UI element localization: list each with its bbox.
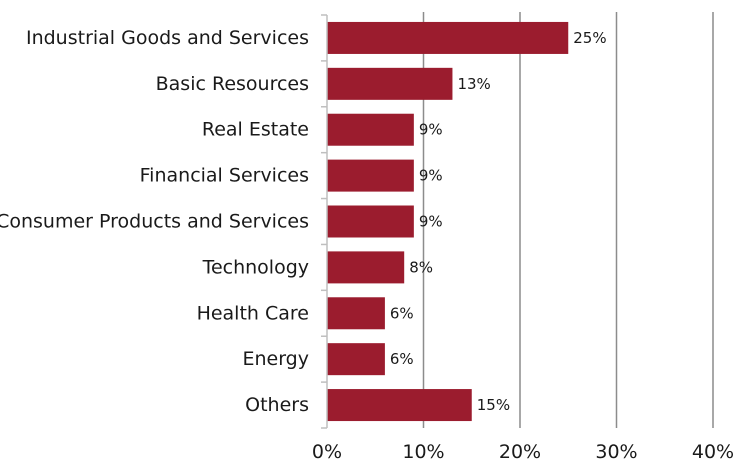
x-tick-label-0: 0% (312, 441, 342, 463)
data-label-8: 15% (477, 396, 510, 414)
data-label-1: 13% (457, 75, 490, 93)
x-tick-label-4: 40% (692, 441, 734, 463)
bar-8 (327, 389, 472, 422)
bar-2 (327, 113, 414, 146)
category-label-1: Basic Resources (156, 73, 309, 95)
category-label-2: Real Estate (202, 119, 309, 141)
category-label-0: Industrial Goods and Services (26, 27, 309, 49)
data-label-4: 9% (419, 213, 443, 231)
x-tick-label-1: 10% (402, 441, 444, 463)
category-label-6: Health Care (197, 302, 309, 324)
data-label-5: 8% (409, 258, 433, 276)
bar-1 (327, 67, 453, 100)
bar-7 (327, 343, 385, 376)
category-label-8: Others (245, 394, 309, 416)
category-label-4: Consumer Products and Services (0, 211, 309, 233)
bar-3 (327, 159, 414, 192)
category-label-5: Technology (202, 256, 309, 278)
data-label-0: 25% (573, 29, 606, 47)
data-label-7: 6% (390, 350, 414, 368)
bar-6 (327, 297, 385, 330)
x-tick-label-2: 20% (499, 441, 541, 463)
x-tick-label-3: 30% (595, 441, 637, 463)
category-label-3: Financial Services (140, 165, 309, 187)
bar-4 (327, 205, 414, 238)
data-label-6: 6% (390, 304, 414, 322)
bar-0 (327, 21, 569, 54)
category-label-7: Energy (242, 348, 309, 370)
bar-5 (327, 251, 405, 284)
data-label-2: 9% (419, 121, 443, 139)
data-label-3: 9% (419, 167, 443, 185)
